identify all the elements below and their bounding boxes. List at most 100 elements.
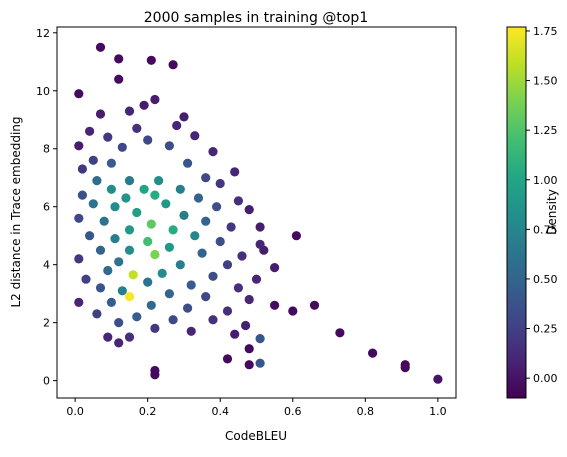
y-tick-label: 0 bbox=[43, 375, 50, 388]
data-point bbox=[161, 199, 171, 209]
colorbar-tick-label: 1.00 bbox=[533, 174, 558, 187]
data-point bbox=[117, 286, 127, 296]
data-point bbox=[168, 60, 178, 70]
data-point bbox=[183, 158, 193, 168]
y-tick-label: 6 bbox=[43, 201, 50, 214]
data-point bbox=[226, 222, 236, 232]
data-point bbox=[150, 190, 160, 200]
data-point bbox=[103, 265, 113, 276]
data-point bbox=[95, 245, 106, 255]
data-point bbox=[128, 270, 138, 280]
data-point bbox=[77, 164, 87, 174]
data-point bbox=[212, 202, 222, 212]
data-point bbox=[197, 248, 207, 258]
scatter-points bbox=[74, 42, 443, 384]
data-point bbox=[215, 178, 225, 189]
data-point bbox=[121, 193, 131, 203]
data-point bbox=[270, 300, 280, 310]
x-tick-label: 0.0 bbox=[66, 405, 84, 418]
data-point bbox=[190, 131, 200, 141]
colorbar-tick-label: 0.75 bbox=[533, 223, 558, 236]
data-point bbox=[335, 328, 345, 338]
y-axis: 0 2 4 6 8 10 12 bbox=[36, 27, 57, 388]
data-point bbox=[92, 309, 102, 319]
data-point bbox=[179, 210, 189, 220]
data-point bbox=[244, 294, 254, 305]
data-point bbox=[241, 320, 251, 331]
data-point bbox=[244, 205, 254, 215]
data-point bbox=[400, 363, 410, 373]
data-point bbox=[168, 315, 178, 325]
x-axis-label: CodeBLEU bbox=[225, 429, 287, 443]
data-point bbox=[270, 263, 280, 273]
y-tick-label: 10 bbox=[36, 85, 50, 98]
data-point bbox=[168, 225, 178, 235]
data-point bbox=[139, 100, 149, 110]
data-point bbox=[85, 126, 95, 136]
y-axis-label: L2 distance in Trace embedding bbox=[9, 116, 23, 307]
data-point bbox=[146, 219, 156, 229]
chart-title: 2000 samples in training @top1 bbox=[144, 10, 368, 26]
colorbar-tick-label: 1.25 bbox=[533, 124, 558, 137]
data-point bbox=[143, 135, 153, 145]
data-point bbox=[146, 55, 156, 65]
data-point bbox=[132, 312, 142, 322]
data-point bbox=[92, 176, 102, 186]
data-point bbox=[88, 199, 98, 209]
colorbar-tick-label: 1.50 bbox=[533, 75, 558, 88]
data-point bbox=[77, 190, 87, 200]
data-point bbox=[164, 141, 174, 151]
data-point bbox=[201, 173, 211, 183]
data-point bbox=[132, 207, 142, 218]
data-point bbox=[150, 94, 160, 105]
data-point bbox=[95, 42, 106, 52]
data-point bbox=[114, 54, 124, 64]
data-point bbox=[309, 300, 320, 310]
data-point bbox=[95, 283, 106, 293]
data-point bbox=[124, 292, 135, 302]
plot-frame bbox=[56, 26, 457, 399]
x-tick-label: 0.2 bbox=[139, 405, 157, 418]
x-axis: 0.0 0.2 0.4 0.6 0.8 1.0 bbox=[66, 398, 447, 418]
data-point bbox=[114, 257, 124, 267]
x-tick-label: 1.0 bbox=[429, 405, 447, 418]
data-point bbox=[291, 231, 301, 241]
data-point bbox=[81, 274, 91, 284]
colorbar-tick-label: 0.50 bbox=[533, 273, 558, 286]
x-tick-label: 0.8 bbox=[357, 405, 375, 418]
x-tick-label: 0.4 bbox=[211, 405, 229, 418]
data-point bbox=[74, 254, 84, 264]
data-point bbox=[124, 106, 135, 116]
data-point bbox=[230, 329, 240, 339]
data-point bbox=[368, 348, 378, 358]
data-point bbox=[255, 334, 265, 344]
data-point bbox=[110, 202, 120, 212]
data-point bbox=[215, 236, 225, 247]
data-point bbox=[124, 225, 135, 235]
data-point bbox=[143, 277, 153, 287]
data-point bbox=[103, 332, 113, 342]
data-point bbox=[179, 112, 189, 122]
data-point bbox=[85, 231, 95, 241]
data-point bbox=[183, 303, 193, 313]
data-point bbox=[124, 332, 135, 342]
data-point bbox=[193, 193, 204, 203]
data-point bbox=[251, 274, 262, 284]
colorbar bbox=[506, 26, 527, 399]
data-point bbox=[172, 120, 182, 131]
data-point bbox=[433, 374, 443, 384]
colorbar-tick-label: 0.00 bbox=[533, 372, 558, 385]
data-point bbox=[154, 176, 164, 186]
data-point bbox=[150, 249, 160, 260]
colorbar-label: Density bbox=[545, 189, 559, 235]
data-point bbox=[244, 344, 254, 354]
data-point bbox=[132, 123, 142, 133]
data-point bbox=[237, 251, 247, 261]
y-tick-label: 4 bbox=[43, 259, 50, 272]
data-point bbox=[164, 242, 174, 252]
data-point bbox=[74, 213, 84, 223]
data-point bbox=[244, 360, 254, 370]
data-point bbox=[175, 184, 185, 194]
